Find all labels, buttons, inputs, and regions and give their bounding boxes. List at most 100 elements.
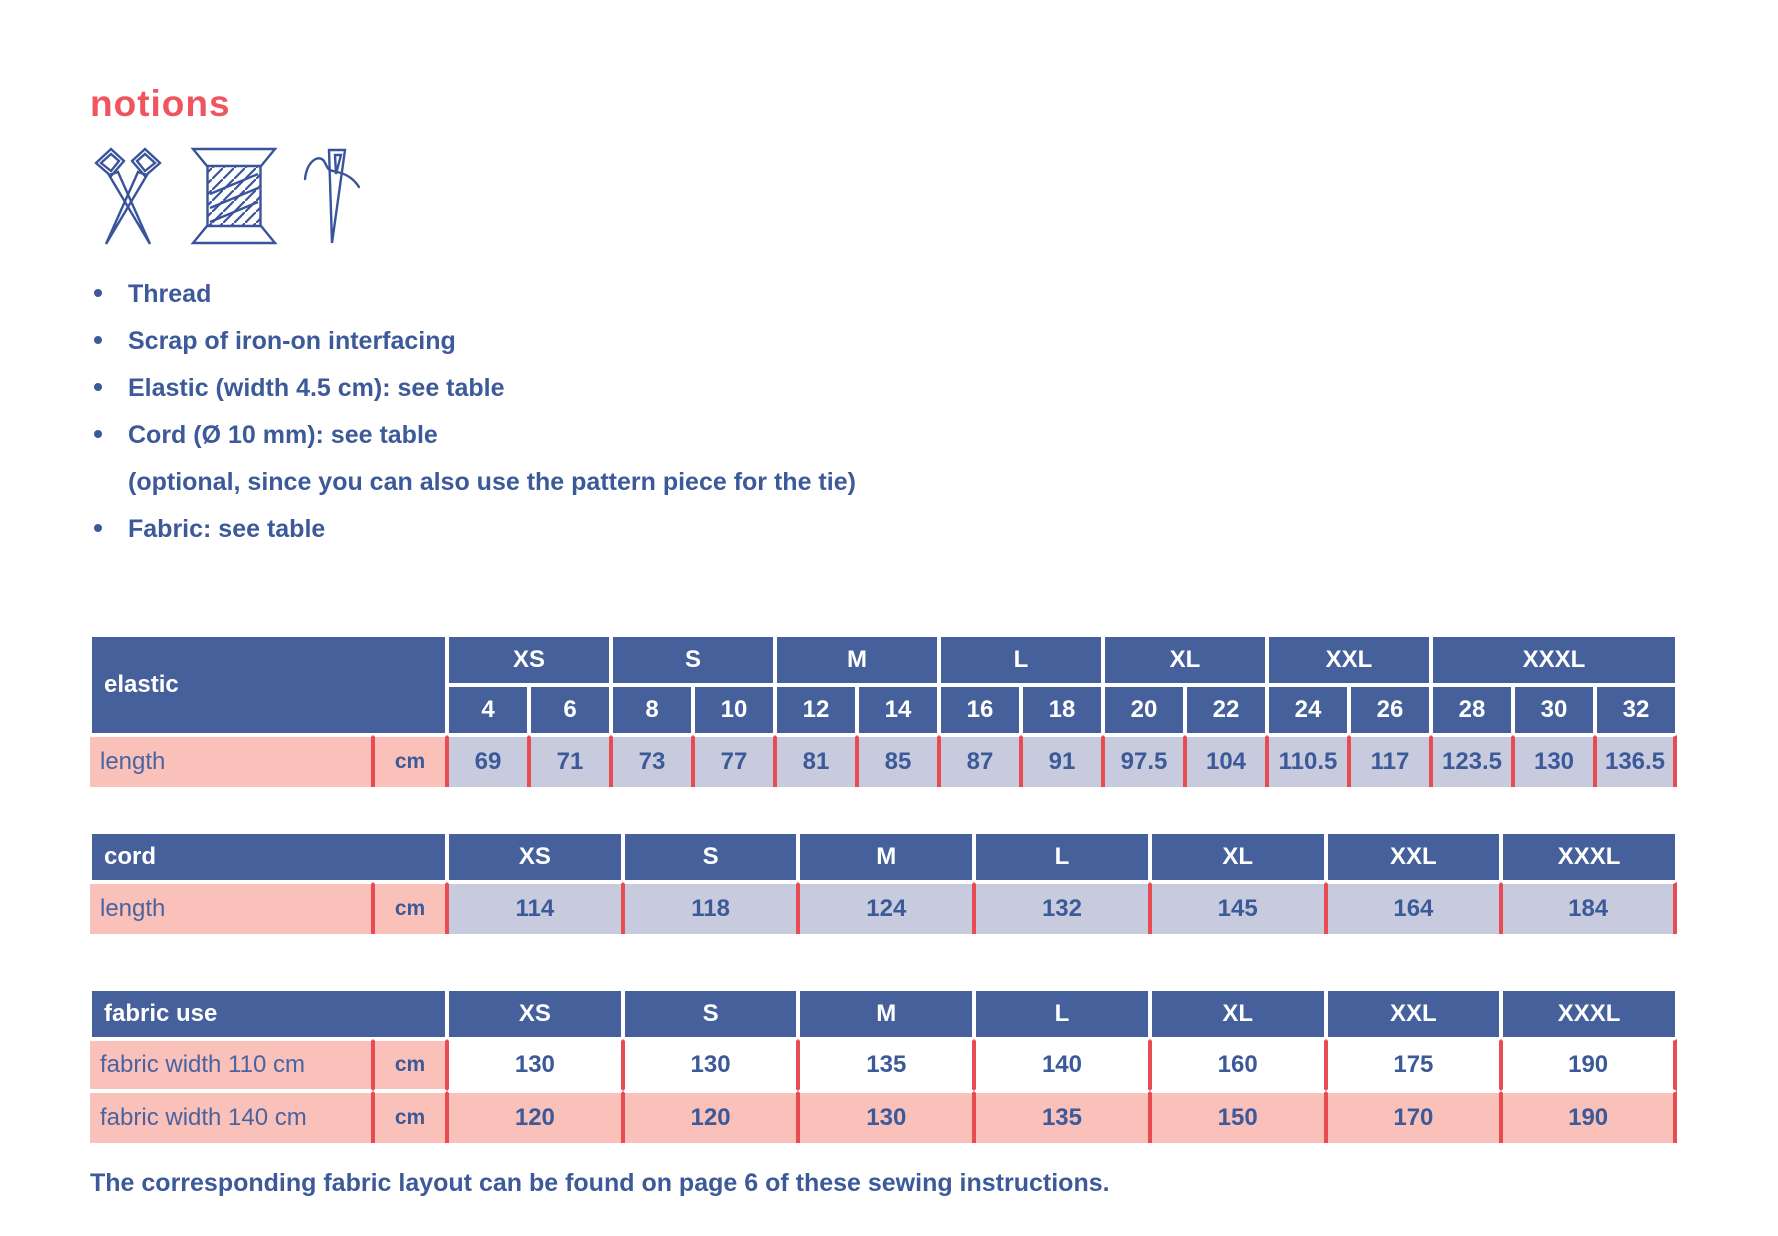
list-item: Elastic (width 4.5 cm): see table — [90, 374, 1778, 402]
size-group-header: XS — [447, 989, 623, 1039]
value-cell: 164 — [1325, 882, 1502, 934]
value-cell: 145 — [1149, 882, 1326, 934]
size-header: 24 — [1267, 685, 1349, 735]
value-cell: 97.5 — [1103, 735, 1185, 787]
size-group-header: XL — [1149, 832, 1326, 882]
size-header: 20 — [1103, 685, 1185, 735]
list-item: Thread — [90, 280, 1778, 308]
size-group-header: M — [798, 989, 975, 1039]
cord-table-title: cord — [90, 832, 448, 882]
list-item-label: Cord (Ø 10 mm): see table — [128, 421, 438, 449]
value-cell: 118 — [622, 882, 799, 934]
row-label: fabric width 110 cm — [90, 1039, 373, 1091]
value-cell: 104 — [1185, 735, 1267, 787]
size-header: 30 — [1513, 685, 1595, 735]
value-cell: 73 — [611, 735, 693, 787]
cord-length-row: length cm 114 118 124 132 145 164 184 — [90, 882, 1677, 934]
scissors-icon — [90, 146, 166, 246]
value-cell: 71 — [529, 735, 611, 787]
bullet-icon — [94, 430, 102, 438]
size-header: 12 — [775, 685, 857, 735]
list-item-label: Thread — [128, 280, 212, 308]
value-cell: 184 — [1501, 882, 1677, 934]
size-group-header: XS — [447, 635, 611, 685]
value-cell: 175 — [1325, 1039, 1502, 1091]
size-group-header: M — [775, 635, 939, 685]
list-item-label: Elastic (width 4.5 cm): see table — [128, 374, 505, 402]
cord-header-row: cord XS S M L XL XXL XXXL — [90, 832, 1677, 882]
size-group-header: XL — [1103, 635, 1267, 685]
size-header: 22 — [1185, 685, 1267, 735]
value-cell: 85 — [857, 735, 939, 787]
value-cell: 81 — [775, 735, 857, 787]
row-label: length — [90, 735, 373, 787]
size-group-header: S — [611, 635, 775, 685]
fabric-header-row: fabric use XS S M L XL XXL XXXL — [90, 989, 1677, 1039]
elastic-length-row: length cm 69 71 73 77 81 85 87 91 97.5 1… — [90, 735, 1677, 787]
value-cell: 130 — [1513, 735, 1595, 787]
value-cell: 190 — [1501, 1039, 1677, 1091]
thread-spool-icon — [190, 146, 278, 246]
list-item-continuation: (optional, since you can also use the pa… — [90, 468, 1778, 496]
size-group-header: L — [939, 635, 1103, 685]
unit-cell: cm — [373, 735, 447, 787]
bullet-icon — [94, 336, 102, 344]
value-cell: 114 — [447, 882, 623, 934]
size-group-header: L — [974, 832, 1150, 882]
value-cell: 130 — [447, 1039, 623, 1091]
list-item-label: Fabric: see table — [128, 515, 326, 543]
size-header: 4 — [447, 685, 529, 735]
value-cell: 130 — [798, 1091, 975, 1143]
elastic-table-title: elastic — [90, 635, 447, 735]
unit-cell: cm — [373, 882, 448, 934]
value-cell: 132 — [974, 882, 1150, 934]
unit-cell: cm — [373, 1039, 448, 1091]
size-header: 8 — [611, 685, 693, 735]
size-group-header: XXL — [1267, 635, 1431, 685]
fabric-width-110-row: fabric width 110 cm cm 130 130 135 140 1… — [90, 1039, 1677, 1091]
value-cell: 87 — [939, 735, 1021, 787]
size-header: 32 — [1595, 685, 1677, 735]
value-cell: 69 — [447, 735, 529, 787]
size-group-header: XS — [447, 832, 623, 882]
size-header: 16 — [939, 685, 1021, 735]
notions-icons — [90, 146, 1778, 246]
needle-icon — [302, 146, 364, 246]
list-item: Scrap of iron-on interfacing — [90, 327, 1778, 355]
value-cell: 117 — [1349, 735, 1431, 787]
size-group-header: M — [798, 832, 975, 882]
page-title: notions — [90, 83, 231, 124]
bullet-icon — [94, 289, 102, 297]
value-cell: 135 — [798, 1039, 975, 1091]
value-cell: 120 — [447, 1091, 623, 1143]
value-cell: 91 — [1021, 735, 1103, 787]
value-cell: 150 — [1149, 1091, 1326, 1143]
elastic-size-header-row: 4 6 8 10 12 14 16 18 20 22 24 26 28 30 3… — [90, 685, 1677, 735]
value-cell: 136.5 — [1595, 735, 1677, 787]
notions-list: Thread Scrap of iron-on interfacing Elas… — [90, 280, 1778, 543]
size-header: 28 — [1431, 685, 1513, 735]
value-cell: 170 — [1325, 1091, 1502, 1143]
size-header: 10 — [693, 685, 775, 735]
value-cell: 130 — [622, 1039, 799, 1091]
elastic-group-header-row: elastic XS S M L XL XXL XXXL — [90, 635, 1677, 735]
row-label: length — [90, 882, 373, 934]
size-header: 18 — [1021, 685, 1103, 735]
fabric-layout-note: The corresponding fabric layout can be f… — [90, 1169, 1110, 1197]
size-group-header: S — [622, 832, 799, 882]
row-label: fabric width 140 cm — [90, 1091, 373, 1143]
size-group-header: S — [622, 989, 799, 1039]
list-item: Cord (Ø 10 mm): see table — [90, 421, 1778, 449]
size-header: 26 — [1349, 685, 1431, 735]
fabric-width-140-row: fabric width 140 cm cm 120 120 130 135 1… — [90, 1091, 1677, 1143]
cord-table: cord XS S M L XL XXL XXXL length cm 114 … — [90, 832, 1677, 934]
elastic-table: elastic XS S M L XL XXL XXXL 4 6 8 10 12… — [90, 635, 1677, 787]
size-group-header: XXXL — [1501, 832, 1677, 882]
list-item-label: Scrap of iron-on interfacing — [128, 327, 456, 355]
unit-cell: cm — [373, 1091, 448, 1143]
size-group-header: XL — [1149, 989, 1326, 1039]
value-cell: 190 — [1501, 1091, 1677, 1143]
size-header: 6 — [529, 685, 611, 735]
value-cell: 140 — [974, 1039, 1150, 1091]
